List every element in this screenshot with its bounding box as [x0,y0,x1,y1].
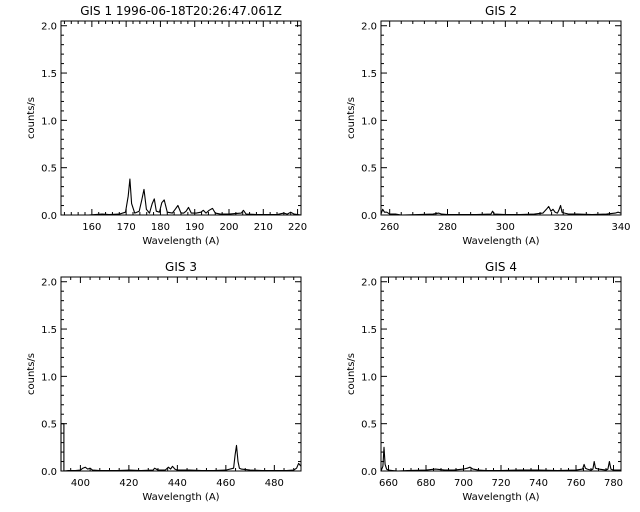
y-axis-label: counts/s [26,353,37,395]
plot-frame [60,20,302,216]
panel-1: GIS 1 1996-06-18T20:26:47.061Z 160 170 180 1… [26,4,307,247]
y-tick-label: 0.0 [41,467,57,478]
y-tick-label: 0.5 [361,164,377,175]
plot-title: GIS 1 1996-06-18T20:26:47.061Z [80,4,282,18]
x-tick-label: 400 [71,478,90,489]
x-tick-label: 300 [496,222,515,233]
x-axis-label: Wavelength (A) [462,492,539,503]
spectrum-line [61,178,302,216]
x-axis-label: Wavelength (A) [142,236,219,247]
plot-frame [380,276,622,472]
x-axis-label: Wavelength (A) [142,492,219,503]
x-tick-label: 200 [219,222,238,233]
y-tick-label: 2.0 [41,278,57,289]
x-tick-label: 440 [168,478,187,489]
y-axis-label: counts/s [346,97,357,139]
x-tick-label: 220 [288,222,307,233]
panel-3: GIS 3 400 420 440 460 480 0.0 0.5 1.0 1.5 2.0 Wavel… [26,260,302,503]
panel-4: GIS 4 660 680 700 720 740 760 780 0.0 0.5 1.0 1.5 2.… [346,260,623,503]
y-tick-label: 1.0 [41,372,57,383]
plot-title: GIS 2 [485,4,517,18]
x-tick-label: 460 [216,478,235,489]
y-tick-label: 1.5 [361,325,377,336]
x-tick-label: 340 [611,222,630,233]
x-tick-label: 740 [529,478,548,489]
x-tick-label: 720 [491,478,510,489]
x-tick-label: 260 [380,222,399,233]
x-tick-label: 680 [416,478,435,489]
y-tick-label: 1.0 [361,372,377,383]
y-tick-label: 2.0 [41,22,57,33]
panel-2: GIS 2 260 280 300 320 340 0.0 0.5 1.0 1.5 2.0 Wavel… [346,4,631,247]
y-tick-label: 1.5 [41,325,57,336]
x-tick-label: 160 [82,222,101,233]
x-tick-label: 660 [379,478,398,489]
plot-frame [380,20,622,216]
x-tick-label: 760 [566,478,585,489]
y-tick-label: 1.5 [41,69,57,80]
y-tick-label: 0.5 [41,420,57,431]
y-tick-label: 1.0 [361,116,377,127]
x-tick-label: 700 [454,478,473,489]
x-tick-label: 420 [119,478,138,489]
y-tick-label: 0.0 [361,467,377,478]
spectrum-line [380,446,621,472]
plot-title: GIS 3 [165,260,197,274]
x-tick-label: 780 [604,478,623,489]
y-tick-label: 0.5 [361,420,377,431]
x-axis-label: Wavelength (A) [462,236,539,247]
y-tick-label: 0.0 [41,211,57,222]
x-tick-label: 180 [151,222,170,233]
x-tick-label: 280 [438,222,457,233]
y-tick-label: 0.0 [361,211,377,222]
y-axis-label: counts/s [26,97,37,139]
y-tick-label: 2.0 [361,22,377,33]
x-tick-label: 210 [254,222,273,233]
x-tick-label: 190 [185,222,204,233]
plot-frame [60,276,302,472]
x-tick-label: 480 [265,478,284,489]
x-tick-label: 320 [554,222,573,233]
spectrum-line [380,204,622,216]
y-tick-label: 1.5 [361,69,377,80]
x-tick-label: 170 [117,222,136,233]
plot-title: GIS 4 [485,260,517,274]
y-tick-label: 2.0 [361,278,377,289]
y-tick-label: 0.5 [41,164,57,175]
y-axis-label: counts/s [346,353,357,395]
spectrum-line [60,423,302,472]
y-tick-label: 1.0 [41,116,57,127]
